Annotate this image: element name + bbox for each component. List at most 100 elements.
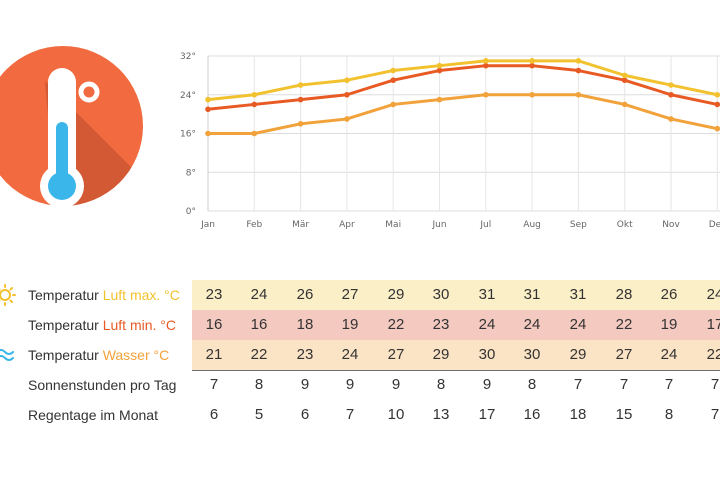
table-cell: 23	[205, 286, 223, 303]
thermometer-icon	[0, 46, 143, 208]
data-point-luft-min	[436, 67, 443, 74]
water-waves-icon	[0, 349, 14, 361]
table-cell: 6	[209, 406, 219, 423]
table-cell: 7	[710, 376, 720, 393]
chart-series	[205, 58, 720, 137]
thermometer-mercury	[56, 122, 68, 188]
table-cell: 30	[432, 286, 450, 303]
x-tick-label: Jan	[200, 220, 215, 230]
table-cell: 7	[664, 376, 674, 393]
data-point-luft-max	[529, 58, 535, 64]
table-cell: 7	[573, 376, 583, 393]
y-tick-label: 8°	[186, 168, 196, 178]
table-cell: 19	[660, 316, 678, 333]
sun-icon	[0, 284, 16, 306]
table-cell: 24	[250, 286, 268, 303]
data-point-luft-max	[621, 72, 628, 79]
table-cell: 29	[569, 346, 587, 363]
x-tick-label: Okt	[617, 220, 633, 230]
data-point-wasser	[714, 125, 720, 132]
table-cell: 9	[345, 376, 355, 393]
series-line-wasser	[206, 93, 719, 135]
data-point-wasser	[205, 130, 211, 137]
table-cell: 16	[523, 406, 541, 423]
row-label-text: Temperatur	[28, 317, 103, 333]
table-cell: 10	[387, 406, 405, 423]
data-point-wasser	[297, 121, 304, 127]
table-cell: 30	[523, 346, 541, 363]
x-tick-label: Mai	[385, 220, 401, 230]
table-cell: 15	[615, 406, 633, 423]
table-cell: 8	[664, 406, 674, 423]
table-cell: 9	[391, 376, 401, 393]
x-tick-label: Feb	[246, 220, 262, 230]
table-cell: 29	[387, 286, 405, 303]
x-tick-label: Mär	[292, 220, 309, 230]
data-point-luft-min	[483, 62, 489, 69]
table-cell: 8	[254, 376, 264, 393]
data-point-wasser	[390, 101, 396, 108]
y-tick-label: 32°	[180, 52, 196, 62]
table-cell: 31	[478, 286, 496, 303]
table-row-luft-min: Temperatur Luft min. °C 16 16 18 19 22 23 24 24 2…	[0, 310, 720, 340]
row-label: Temperatur Luft min. °C	[28, 310, 176, 340]
table-cell: 30	[478, 346, 496, 363]
data-point-luft-min	[390, 77, 396, 84]
y-tick-label: 24°	[180, 91, 196, 101]
table-cell: 24	[523, 316, 541, 333]
table-cell: 24	[478, 316, 496, 333]
data-point-luft-max	[714, 91, 720, 98]
series-line-luft-min	[206, 64, 719, 111]
table-cell: 16	[250, 316, 268, 333]
table-cell: 27	[341, 286, 359, 303]
x-axis-labels: Jan Feb Mär Apr Mai Jun Jul Aug Sep Okt Nov Dez	[200, 220, 720, 230]
data-point-wasser	[436, 96, 443, 103]
table-cell: 18	[569, 406, 587, 423]
table-cell: 18	[296, 316, 314, 333]
table-cell: 31	[523, 286, 541, 303]
table-cell: 24	[706, 286, 720, 303]
table-cell: 17	[706, 316, 720, 333]
table-cell: 22	[250, 346, 268, 363]
table-cell: 24	[660, 346, 678, 363]
data-point-luft-max	[483, 58, 489, 64]
data-point-luft-min	[529, 62, 535, 69]
x-tick-label: Jun	[431, 220, 446, 230]
table-cell: 21	[205, 346, 223, 363]
table-cell: 26	[296, 286, 314, 303]
table-cell: 22	[387, 316, 405, 333]
degree-symbol-icon	[78, 81, 100, 103]
table-row-sonnenstunden: Sonnenstunden pro Tag 7 8 9 9 9 8 9 8 7 7 7 7	[0, 370, 720, 400]
table-cell: 13	[432, 406, 450, 423]
table-cell: 6	[300, 406, 310, 423]
data-point-luft-min	[205, 106, 211, 113]
data-point-luft-max	[390, 67, 396, 74]
row-label-text: Sonnenstunden pro Tag	[28, 377, 177, 393]
data-point-luft-max	[297, 82, 304, 88]
table-cell: 22	[615, 316, 633, 333]
series-line-luft-max	[206, 59, 719, 102]
row-label: Temperatur Wasser °C	[28, 340, 169, 370]
table-cell: 27	[615, 346, 633, 363]
data-point-luft-min	[251, 101, 258, 108]
row-label-text: Temperatur	[28, 287, 103, 303]
x-tick-label: Jul	[479, 220, 491, 230]
table-cell: 26	[660, 286, 678, 303]
table-cell: 7	[209, 376, 219, 393]
temperature-line-chart: 0° 8° 16° 24° 32° Jan Feb Mär Apr Mai Jun Jul Aug Se…	[180, 52, 720, 230]
row-label-highlight: Luft min. °C	[102, 317, 176, 333]
table-cell: 27	[387, 346, 405, 363]
data-point-luft-min	[714, 101, 720, 108]
table-row-luft-max: Temperatur Luft max. °C 23 24 26 27 29 30 31 31 3…	[0, 280, 720, 310]
data-point-wasser	[251, 130, 258, 137]
table-cell: 7	[619, 376, 629, 393]
table-cell: 8	[527, 376, 537, 393]
y-axis-labels: 0° 8° 16° 24° 32°	[180, 52, 196, 217]
data-point-wasser	[621, 101, 628, 108]
y-tick-label: 16°	[180, 130, 196, 140]
table-row-regentage: Regentage im Monat 6 5 6 7 10 13 17 16 18 15 8 7	[0, 400, 720, 430]
table-cell: 31	[569, 286, 587, 303]
data-point-luft-max	[251, 91, 258, 98]
row-label-highlight: Wasser °C	[102, 347, 170, 363]
table-cell: 17	[478, 406, 496, 423]
